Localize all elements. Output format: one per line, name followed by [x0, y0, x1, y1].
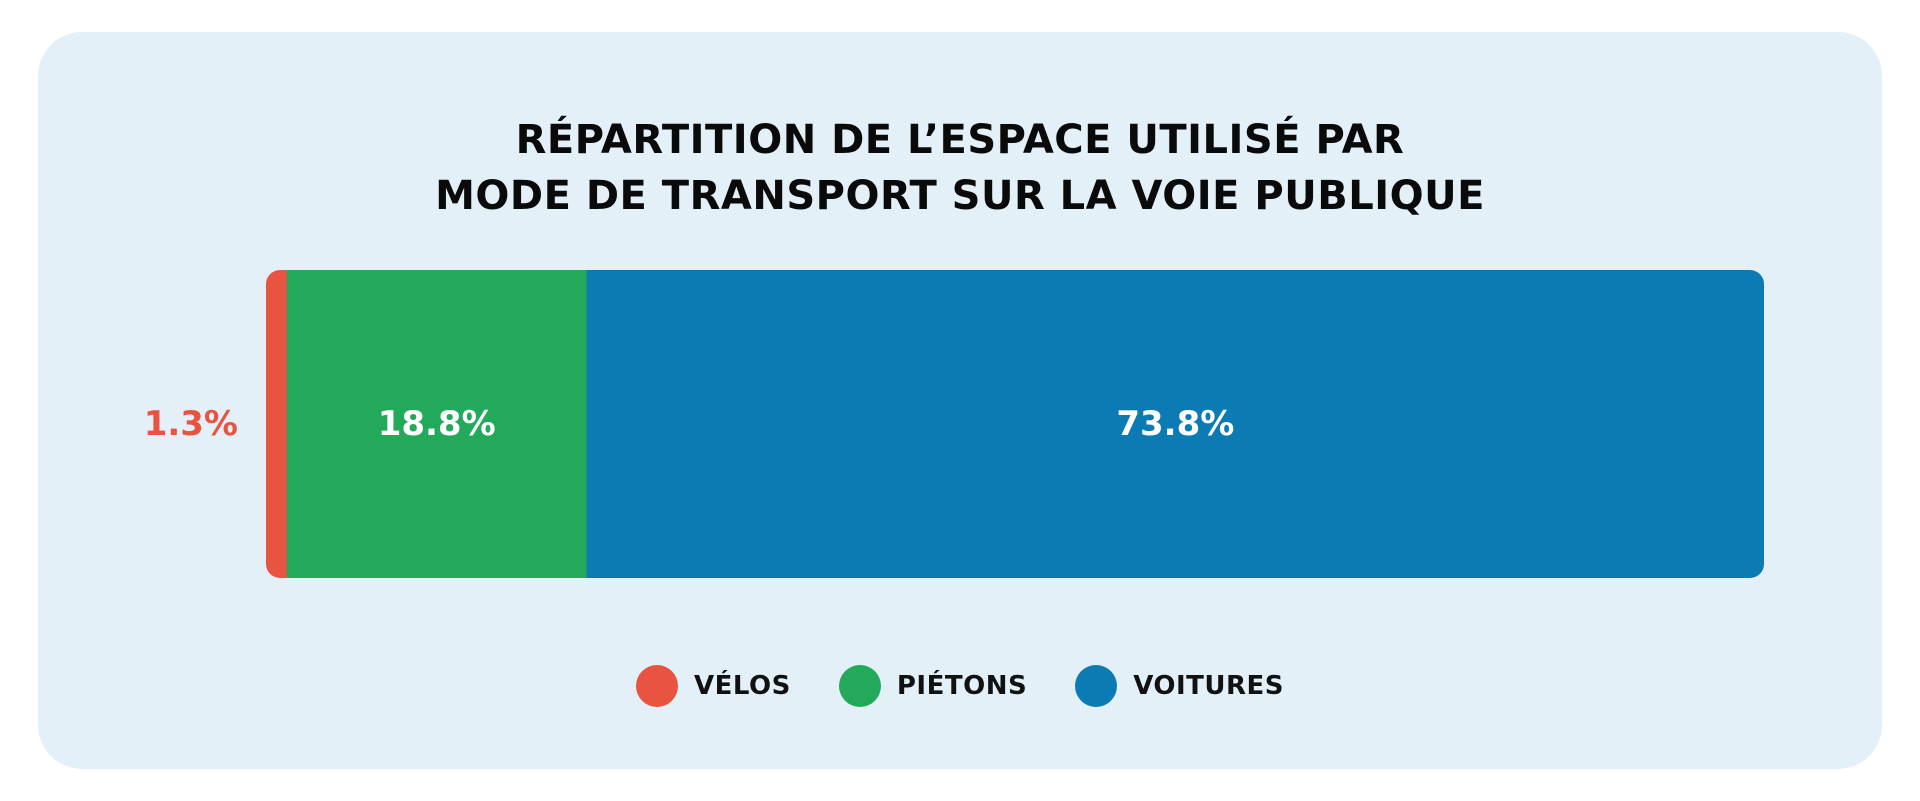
chart-title-line-1: RÉPARTITION DE L’ESPACE UTILISÉ PAR: [515, 117, 1405, 163]
legend-item-pietons: PIÉTONS: [838, 665, 1028, 707]
bar-segment-voitures: [586, 270, 1764, 578]
bar-segment-velos: [266, 270, 288, 578]
bar-segment-pietons: [286, 270, 588, 578]
legend: VÉLOS PIÉTONS VOITURES: [0, 664, 1920, 708]
legend-label-velos: VÉLOS: [694, 671, 791, 701]
data-label-pietons: 18.8%: [378, 404, 496, 444]
chart-title-line-2: MODE DE TRANSPORT SUR LA VOIE PUBLIQUE: [435, 173, 1485, 219]
legend-item-velos: VÉLOS: [636, 665, 791, 707]
data-label-velos: 1.3%: [144, 404, 238, 444]
legend-swatch-pietons: [838, 665, 881, 707]
legend-swatch-velos: [636, 665, 678, 707]
legend-item-voitures: VOITURES: [1075, 665, 1284, 707]
data-label-voitures: 73.8%: [1116, 404, 1234, 444]
legend-swatch-voitures: [1075, 665, 1118, 707]
legend-label-voitures: VOITURES: [1133, 671, 1284, 701]
legend-label-pietons: PIÉTONS: [896, 671, 1028, 701]
chart-title: RÉPARTITION DE L’ESPACE UTILISÉ PAR MODE…: [0, 112, 1920, 224]
